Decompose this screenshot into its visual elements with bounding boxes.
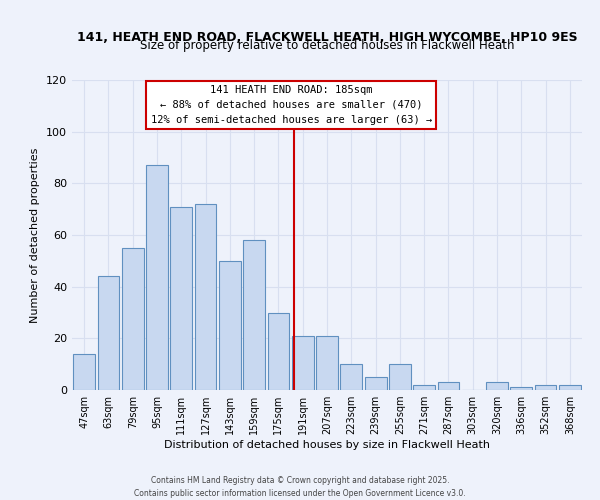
Bar	[437, 382, 460, 390]
Bar	[146, 165, 168, 390]
X-axis label: Distribution of detached houses by size in Flackwell Heath: Distribution of detached houses by size …	[164, 440, 490, 450]
Bar	[365, 377, 386, 390]
Bar	[389, 364, 411, 390]
Text: 141 HEATH END ROAD: 185sqm
← 88% of detached houses are smaller (470)
12% of sem: 141 HEATH END ROAD: 185sqm ← 88% of deta…	[151, 85, 432, 125]
Bar	[413, 385, 435, 390]
Bar	[535, 385, 556, 390]
Bar	[122, 248, 143, 390]
Text: Contains HM Land Registry data © Crown copyright and database right 2025.
Contai: Contains HM Land Registry data © Crown c…	[134, 476, 466, 498]
Bar	[268, 312, 289, 390]
Bar	[194, 204, 217, 390]
Bar	[292, 336, 314, 390]
Bar	[340, 364, 362, 390]
Bar	[511, 388, 532, 390]
Bar	[316, 336, 338, 390]
Bar	[559, 385, 581, 390]
Bar	[73, 354, 95, 390]
Bar	[219, 261, 241, 390]
Title: Size of property relative to detached houses in Flackwell Heath: Size of property relative to detached ho…	[140, 40, 514, 52]
Bar	[170, 206, 192, 390]
Y-axis label: Number of detached properties: Number of detached properties	[31, 148, 40, 322]
Bar	[243, 240, 265, 390]
Bar	[97, 276, 119, 390]
Text: 141, HEATH END ROAD, FLACKWELL HEATH, HIGH WYCOMBE, HP10 9ES: 141, HEATH END ROAD, FLACKWELL HEATH, HI…	[77, 32, 577, 44]
Bar	[486, 382, 508, 390]
